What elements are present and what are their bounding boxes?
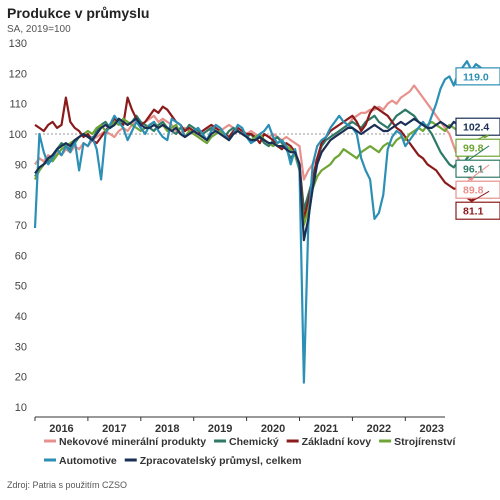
y-tick-label: 70 [15,220,27,232]
x-axis: 2016 2017 2018 2019 2020 2021 2022 2023 [34,416,445,435]
end-label-box [455,67,500,86]
x-tick-label: 2019 [208,423,232,435]
y-tick-label: 80 [15,190,27,202]
end-labels: 119.0 102.4 99.8 96.1 89.8 81.1 [455,67,500,220]
source-note: Zdroj: Patria s použitím CZSO [7,480,128,490]
legend-label: Automotive [59,455,117,467]
series-line [34,117,490,242]
end-label-value: 96.1 [463,164,484,176]
legend-label: Základní kovy [302,436,372,448]
legend-label: Strojírenství [394,436,456,448]
chart-subtitle: SA, 2019=100 [7,24,71,35]
y-tick-label: 110 [9,99,27,111]
y-tick-label: 120 [9,68,27,80]
legend-label: Zpracovatelský průmysl, celkem [140,455,302,467]
y-tick-label: 30 [15,341,27,353]
y-tick-label: 20 [15,372,27,384]
end-label-box [455,201,500,220]
y-tick-label: 100 [9,129,27,141]
end-label-value: 102.4 [463,122,489,134]
legend: Nekovové minerální produkty Chemický Zákla… [44,436,456,467]
chart-title: Produkce v průmyslu [7,5,150,21]
y-tick-label: 90 [15,159,27,171]
legend-label: Chemický [229,436,279,448]
y-tick-label: 40 [15,311,27,323]
end-label-value: 81.1 [463,206,484,218]
x-tick-label: 2023 [420,423,444,435]
end-label-box [455,117,500,136]
y-tick-label: 50 [15,281,27,293]
x-tick-label: 2016 [49,423,73,435]
end-label-box [455,138,500,157]
y-tick-label: 130 [9,38,27,50]
series-line [33,60,490,384]
x-tick-label: 2020 [261,423,285,435]
x-tick-label: 2017 [102,423,126,435]
series-lines [33,60,490,384]
y-axis: 10 20 30 40 50 60 70 80 90 100 110 120 130 [9,38,27,414]
y-tick-label: 60 [15,250,27,262]
x-tick-label: 2018 [155,423,179,435]
legend-label: Nekovové minerální produkty [59,436,206,448]
end-label-box [455,159,500,178]
x-tick-label: 2022 [367,423,391,435]
end-label-value: 119.0 [463,71,489,83]
y-tick-label: 10 [15,402,27,414]
x-tick-label: 2021 [314,423,338,435]
end-label-value: 89.8 [463,185,484,197]
end-label-value: 99.8 [463,143,484,155]
